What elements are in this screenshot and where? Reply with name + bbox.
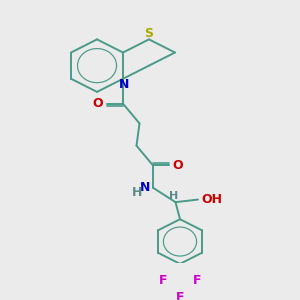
Text: OH: OH xyxy=(201,193,222,206)
Text: F: F xyxy=(193,274,201,287)
Text: N: N xyxy=(119,78,130,91)
Text: O: O xyxy=(172,159,183,172)
Text: O: O xyxy=(93,97,104,110)
Text: S: S xyxy=(145,27,154,40)
Text: N: N xyxy=(140,181,151,194)
Text: F: F xyxy=(159,274,167,287)
Text: F: F xyxy=(176,291,184,300)
Text: H: H xyxy=(169,191,178,201)
Text: H: H xyxy=(132,186,142,199)
